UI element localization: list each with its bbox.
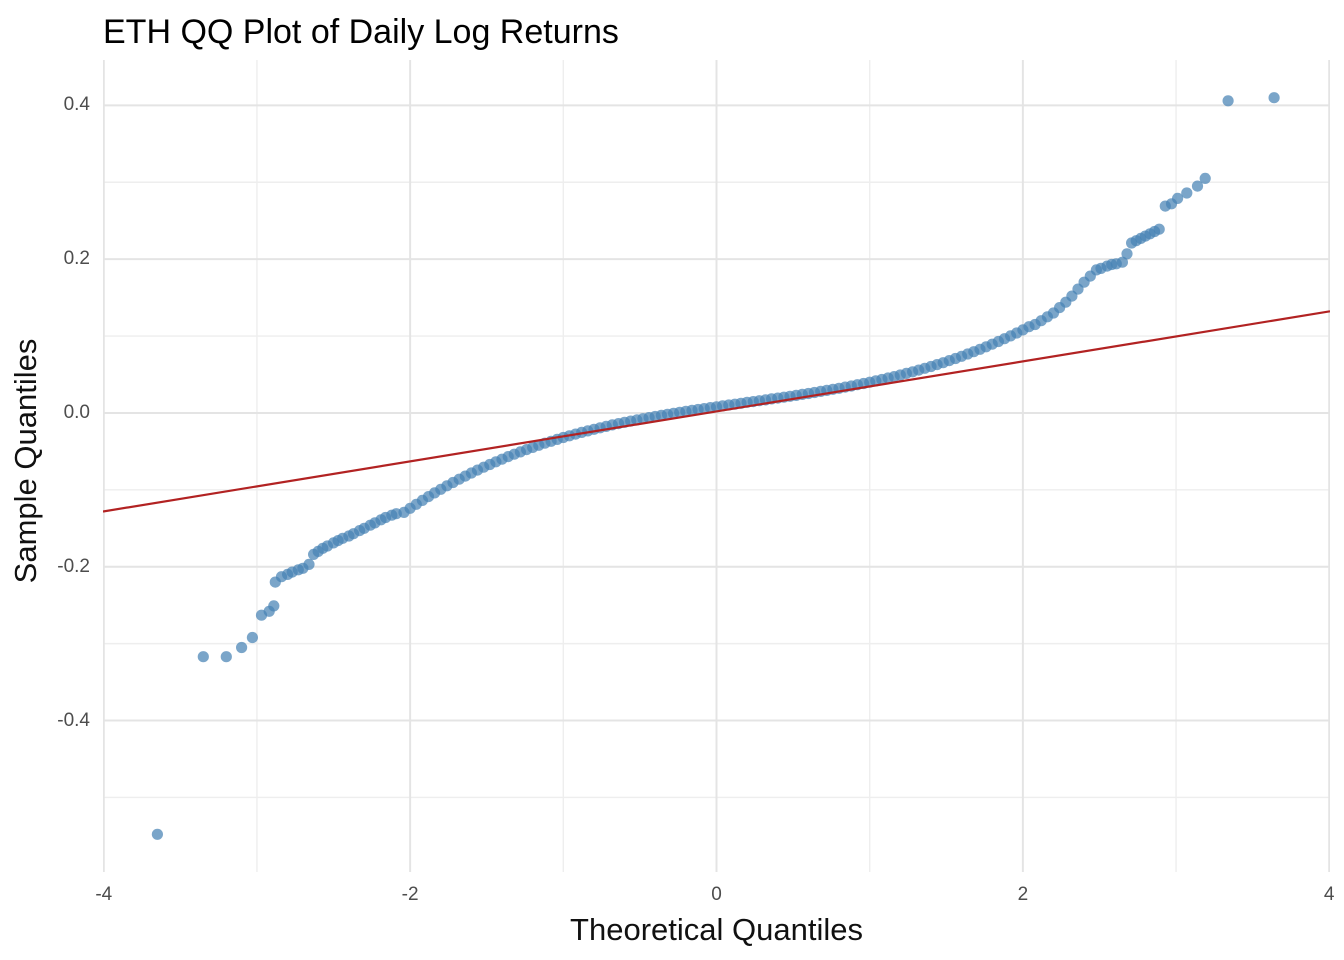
- x-tick-label: -2: [401, 884, 419, 905]
- x-tick-label: -4: [95, 884, 113, 905]
- qq-point: [1222, 95, 1234, 107]
- qq-point: [220, 651, 232, 663]
- y-axis-title: Sample Quantiles: [8, 338, 43, 584]
- qq-point: [1172, 192, 1184, 204]
- chart-title: ETH QQ Plot of Daily Log Returns: [103, 13, 619, 51]
- y-tick-label: -0.2: [57, 555, 90, 577]
- x-tick-label: 0: [711, 884, 722, 905]
- gridlines-major: [102, 60, 1331, 872]
- qq-point: [1121, 248, 1133, 260]
- qq-point: [303, 558, 315, 570]
- qq-point: [151, 828, 163, 840]
- qq-point: [246, 631, 258, 644]
- qq-plot-svg: [102, 60, 1331, 872]
- qq-point: [1199, 172, 1211, 184]
- x-tick-label: 2: [1017, 884, 1029, 905]
- x-axis-title: Theoretical Quantiles: [570, 912, 863, 947]
- qq-point: [268, 600, 280, 612]
- y-tick-label: 0.2: [63, 248, 90, 270]
- qq-point: [1181, 187, 1193, 199]
- qq-point: [197, 651, 209, 663]
- y-tick-label: 0.0: [63, 401, 90, 423]
- y-tick-label: -0.4: [57, 709, 90, 731]
- plot-panel: [102, 60, 1331, 872]
- qq-point: [236, 641, 248, 654]
- qq-point: [1153, 223, 1165, 235]
- qq-point: [1191, 180, 1204, 192]
- qq-point: [1116, 256, 1128, 268]
- qq-reference-line: [102, 310, 1331, 513]
- x-tick-label: 4: [1323, 884, 1335, 905]
- y-tick-label: 0.4: [63, 94, 90, 116]
- qq-point: [1268, 92, 1280, 104]
